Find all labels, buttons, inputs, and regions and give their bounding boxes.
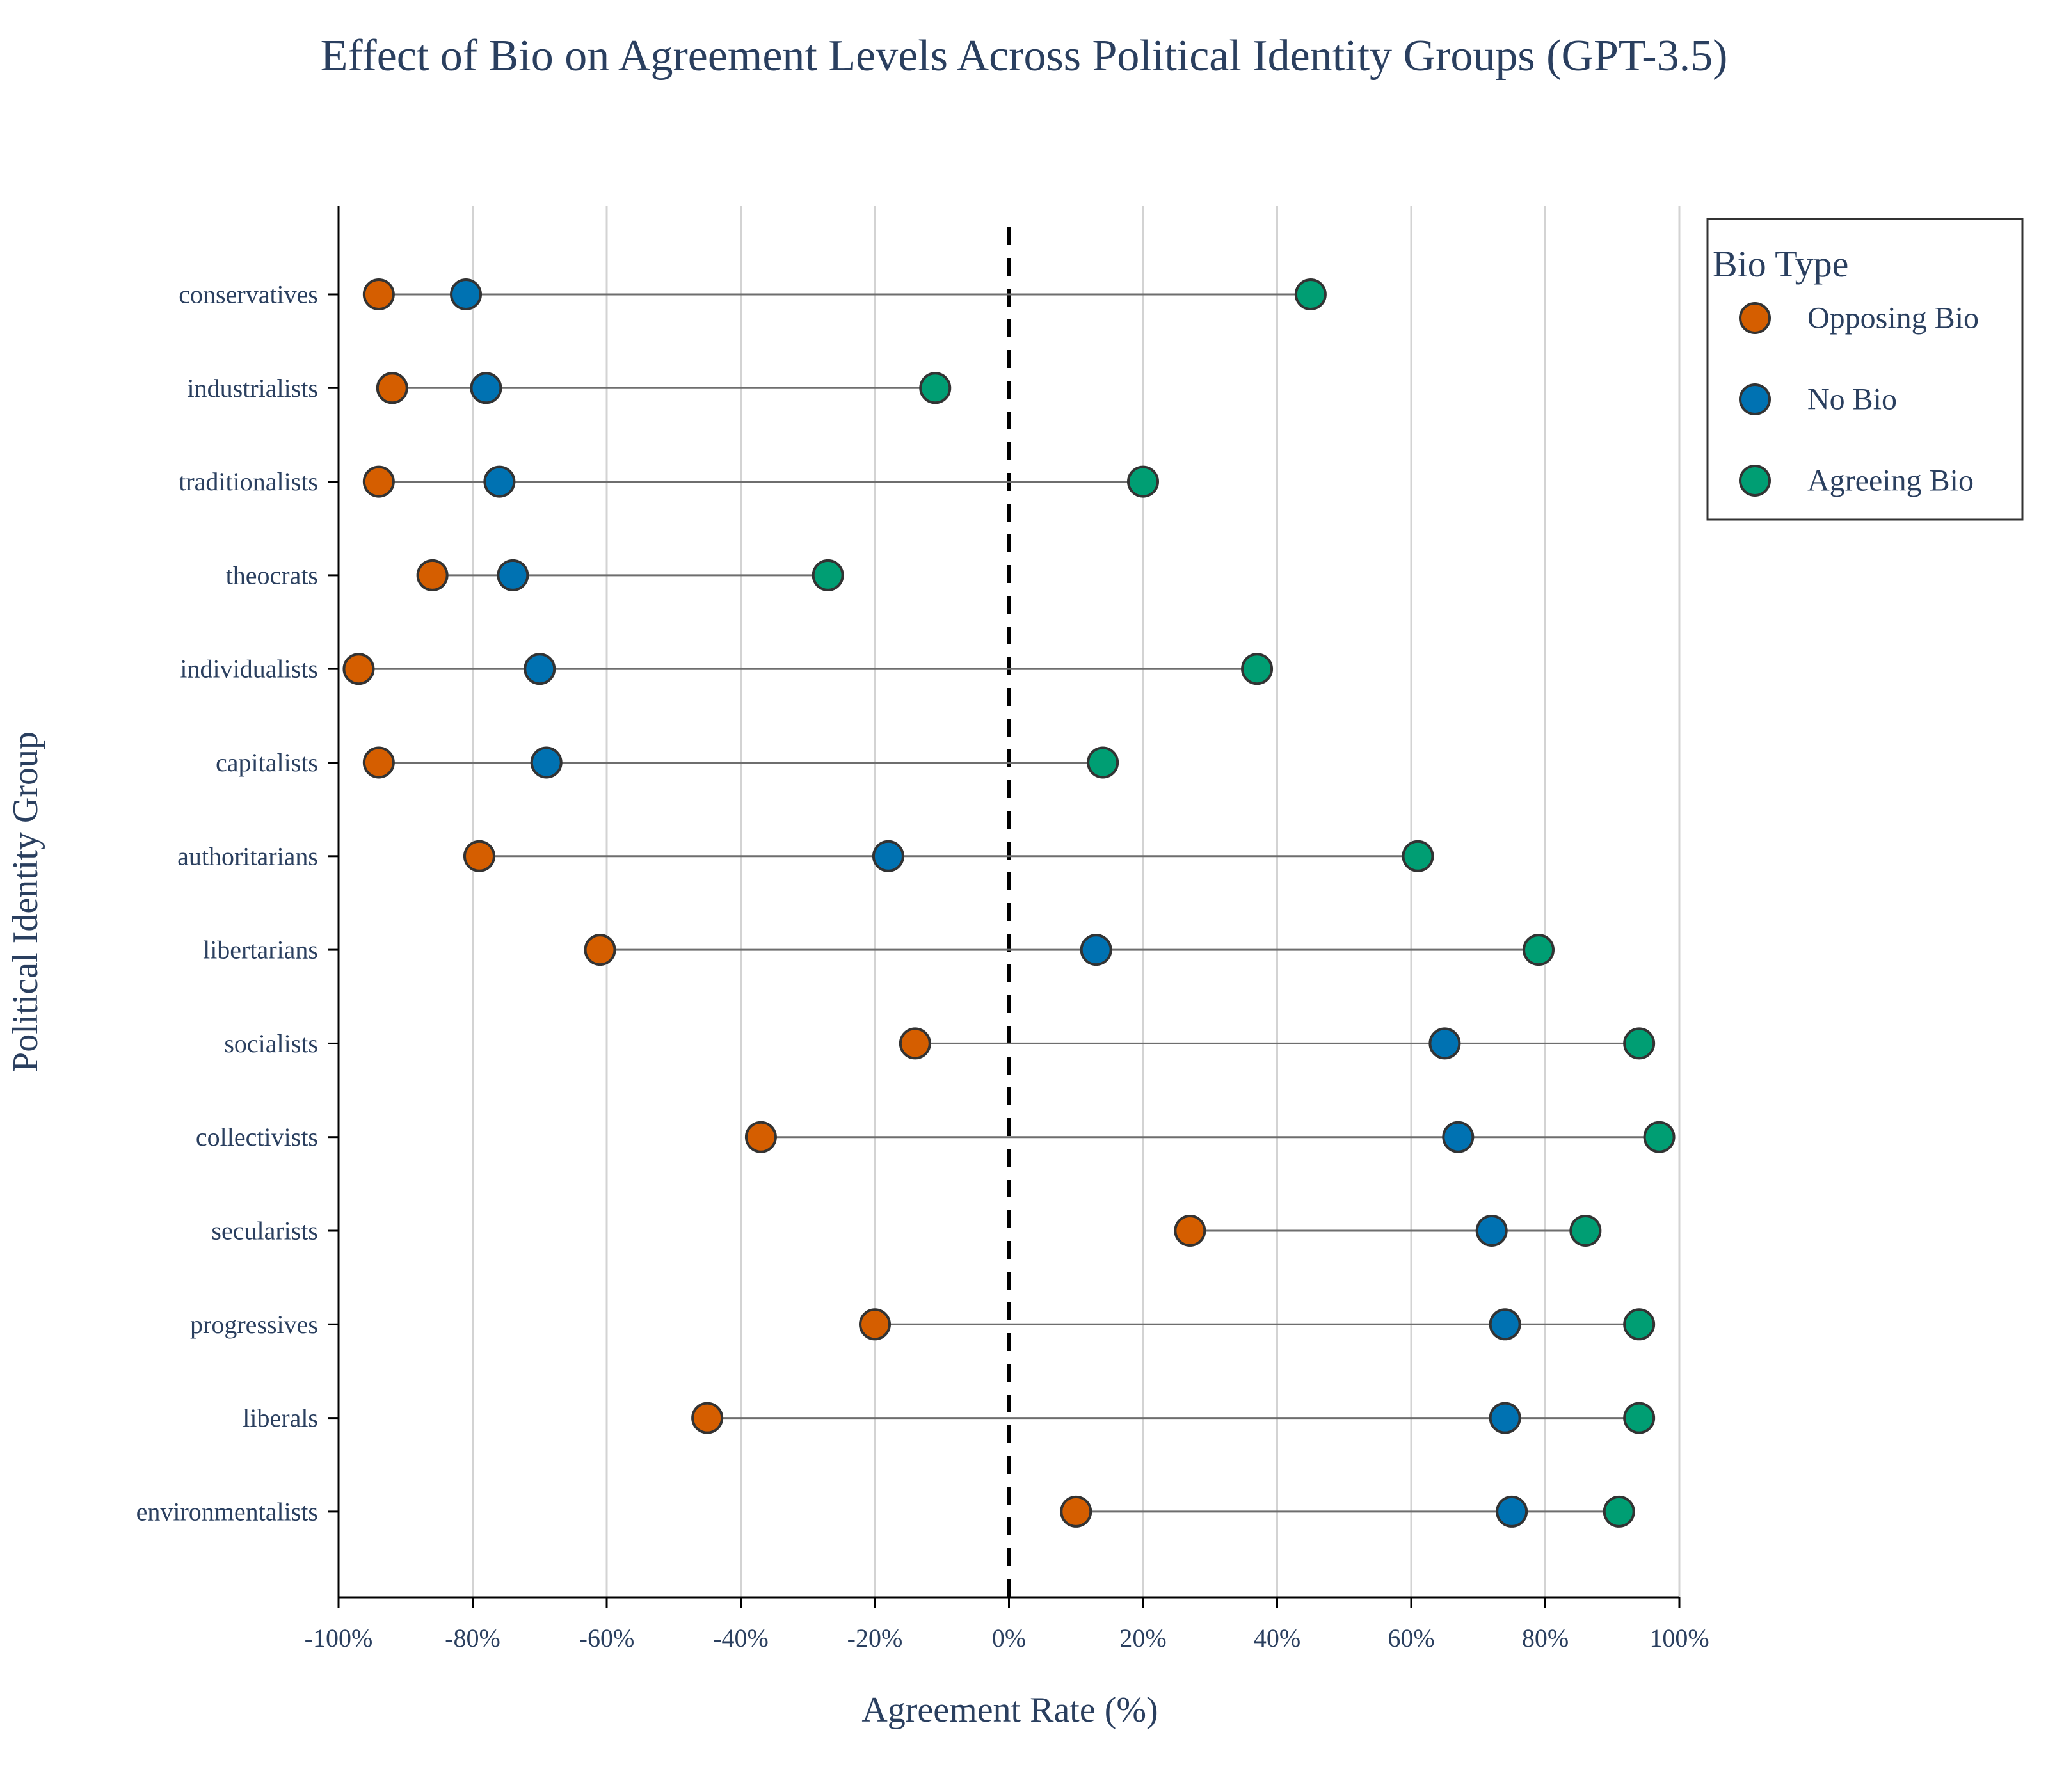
point-agreeing-bio[interactable] (1571, 1216, 1600, 1245)
axes (328, 206, 1679, 1608)
point-opposing-bio[interactable] (364, 280, 394, 309)
point-no-bio[interactable] (1477, 1216, 1507, 1245)
point-agreeing-bio[interactable] (813, 561, 843, 590)
legend: Bio Type Opposing Bio No Bio Agreeing Bio (1708, 219, 2022, 520)
legend-label[interactable]: Agreeing Bio (1807, 464, 1974, 498)
point-agreeing-bio[interactable] (1088, 748, 1117, 778)
point-no-bio[interactable] (1497, 1497, 1526, 1526)
point-opposing-bio[interactable] (364, 467, 394, 497)
point-no-bio[interactable] (1491, 1404, 1520, 1433)
x-tick-label: -100% (305, 1624, 373, 1652)
point-opposing-bio[interactable] (418, 561, 447, 590)
legend-label[interactable]: No Bio (1807, 383, 1897, 417)
x-tick-label: -80% (445, 1624, 500, 1652)
point-opposing-bio[interactable] (1175, 1216, 1204, 1245)
y-tick-label: liberals (243, 1404, 318, 1432)
point-opposing-bio[interactable] (1061, 1497, 1091, 1526)
x-tick-label: -40% (713, 1624, 769, 1652)
point-agreeing-bio[interactable] (1524, 935, 1553, 964)
point-agreeing-bio[interactable] (1128, 467, 1158, 497)
point-agreeing-bio[interactable] (1624, 1309, 1654, 1339)
point-opposing-bio[interactable] (586, 935, 615, 964)
point-no-bio[interactable] (451, 280, 481, 309)
point-no-bio[interactable] (532, 748, 561, 778)
point-agreeing-bio[interactable] (1624, 1028, 1654, 1058)
point-opposing-bio[interactable] (860, 1309, 890, 1339)
x-tick-label: 100% (1649, 1624, 1709, 1652)
y-tick-label: collectivists (196, 1123, 318, 1151)
point-opposing-bio[interactable] (378, 373, 407, 403)
point-no-bio[interactable] (471, 373, 500, 403)
point-no-bio[interactable] (874, 842, 903, 871)
y-tick-label: environmentalists (136, 1497, 318, 1526)
chart-title: Effect of Bio on Agreement Levels Across… (321, 31, 1728, 81)
y-tick-label: socialists (224, 1029, 318, 1058)
point-agreeing-bio[interactable] (1604, 1497, 1634, 1526)
y-tick-label: individualists (180, 655, 318, 684)
x-tick-label: -60% (579, 1624, 635, 1652)
x-tick-label: 20% (1119, 1624, 1166, 1652)
y-tick-label: progressives (190, 1310, 318, 1339)
x-axis-title: Agreement Rate (%) (861, 1690, 1158, 1730)
point-no-bio[interactable] (1430, 1028, 1459, 1058)
y-tick-label: industrialists (188, 374, 318, 403)
point-agreeing-bio[interactable] (1296, 280, 1325, 309)
y-axis-title: Political Identity Group (6, 732, 45, 1072)
legend-marker[interactable] (1740, 303, 1770, 333)
point-agreeing-bio[interactable] (1624, 1404, 1654, 1433)
point-no-bio[interactable] (484, 467, 514, 497)
point-agreeing-bio[interactable] (1403, 842, 1432, 871)
point-agreeing-bio[interactable] (920, 373, 950, 403)
chart-text: -100% -80% -60% -40% -20% 0% 20% 40% 60% 80% 100% c… (6, 31, 1727, 1730)
y-tick-label: libertarians (203, 936, 318, 964)
y-tick-label: traditionalists (179, 467, 318, 496)
legend-title: Bio Type (1713, 243, 1848, 285)
point-no-bio[interactable] (1443, 1123, 1473, 1152)
point-agreeing-bio[interactable] (1242, 654, 1272, 684)
gridlines (473, 206, 1680, 1597)
point-opposing-bio[interactable] (900, 1028, 930, 1058)
point-no-bio[interactable] (1082, 935, 1111, 964)
y-tick-label: conservatives (179, 280, 318, 309)
y-tick-label: theocrats (226, 561, 318, 589)
point-no-bio[interactable] (525, 654, 554, 684)
legend-label[interactable]: Opposing Bio (1807, 301, 1979, 335)
x-tick-label: 0% (992, 1624, 1026, 1652)
legend-marker[interactable] (1740, 385, 1770, 414)
y-tick-label: capitalists (216, 748, 318, 777)
point-opposing-bio[interactable] (692, 1404, 722, 1433)
point-no-bio[interactable] (1491, 1309, 1520, 1339)
point-opposing-bio[interactable] (364, 748, 394, 778)
legend-marker[interactable] (1740, 466, 1770, 495)
x-tick-label: 80% (1522, 1624, 1569, 1652)
x-tick-label: 40% (1254, 1624, 1300, 1652)
y-tick-label: secularists (211, 1217, 318, 1245)
point-agreeing-bio[interactable] (1645, 1123, 1674, 1152)
point-opposing-bio[interactable] (465, 842, 494, 871)
x-tick-label: 60% (1388, 1624, 1434, 1652)
x-tick-label: -20% (847, 1624, 903, 1652)
point-opposing-bio[interactable] (746, 1123, 776, 1152)
point-no-bio[interactable] (498, 561, 527, 590)
y-tick-label: authoritarians (177, 842, 318, 870)
point-opposing-bio[interactable] (344, 654, 373, 684)
